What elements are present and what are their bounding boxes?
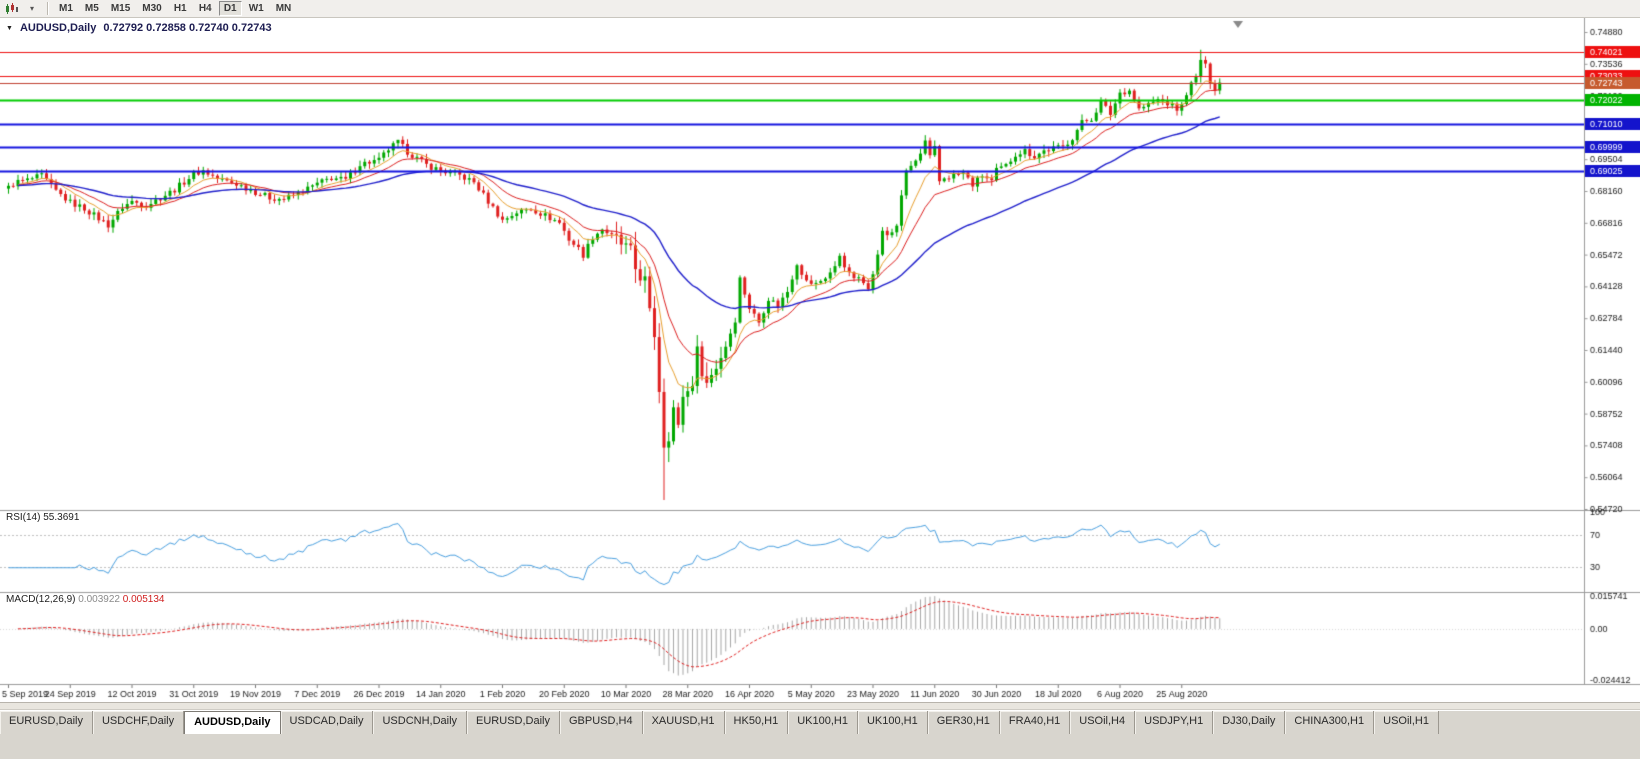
toolbar-separator [47,2,48,15]
horizontal-scrollbar[interactable] [0,702,1640,710]
chart-tab-uk100-h1[interactable]: UK100,H1 [858,711,928,734]
status-strip [0,734,1640,759]
chart-type-icon[interactable] [3,1,21,16]
timeframe-toolbar: ▾ M1 M5 M15 M30 H1 H4 D1 W1 MN [0,0,1640,18]
chart-tab-bar: EURUSD,Daily USDCHF,Daily AUDUSD,Daily USDC… [0,710,1640,734]
chart-tab-gbpusd-h4[interactable]: GBPUSD,H4 [560,711,643,734]
chart-tab-dj30-daily[interactable]: DJ30,Daily [1213,711,1286,734]
timeframe-button-m1[interactable]: M1 [59,3,73,14]
chart-tab-usoil-h1[interactable]: USOil,H1 [1374,711,1439,734]
timeframe-buttons: M1 M5 M15 M30 H1 H4 D1 W1 MN [54,1,296,16]
symbol-dropdown-icon[interactable]: ▼ [6,24,13,32]
chart-dropdown-icon[interactable]: ▾ [29,4,34,13]
timeframe-button-m15[interactable]: M15 [110,3,131,14]
chart-tab-eurusd-daily[interactable]: EURUSD,Daily [467,711,560,734]
chart-tab-hk50-h1[interactable]: HK50,H1 [725,711,789,734]
chart-tab-uk100-h1[interactable]: UK100,H1 [788,711,858,734]
timeframe-button-w1[interactable]: W1 [248,3,264,14]
timeframe-button-h4[interactable]: H4 [198,3,212,14]
chart-tab-eurusd-daily[interactable]: EURUSD,Daily [0,711,93,734]
timeframe-button-h1[interactable]: H1 [173,3,187,14]
chart-area: ▼ AUDUSD,Daily 0.72792 0.72858 0.72740 0… [0,18,1640,702]
chart-tab-usdcnh-daily[interactable]: USDCNH,Daily [373,711,468,734]
chart-tab-xauusd-h1[interactable]: XAUUSD,H1 [643,711,725,734]
timeframe-button-m30[interactable]: M30 [142,3,162,14]
chart-tab-usdcad-daily[interactable]: USDCAD,Daily [281,711,374,734]
price-chart-canvas[interactable] [0,18,1640,702]
chart-tab-usdjpy-h1[interactable]: USDJPY,H1 [1135,711,1214,734]
chart-tab-fra40-h1[interactable]: FRA40,H1 [1000,711,1071,734]
chart-tab-usoil-h4[interactable]: USOil,H4 [1070,711,1136,734]
timeframe-button-m5[interactable]: M5 [84,3,99,14]
timeframe-button-d1[interactable]: D1 [218,1,242,16]
chart-tab-usdchf-daily[interactable]: USDCHF,Daily [93,711,185,734]
timeframe-button-mn[interactable]: MN [275,3,292,14]
candlestick-glyph [6,2,18,14]
chart-tab-ger30-h1[interactable]: GER30,H1 [928,711,1000,734]
chart-tab-audusd-daily[interactable]: AUDUSD,Daily [184,711,281,734]
chart-tab-china300-h1[interactable]: CHINA300,H1 [1285,711,1375,734]
